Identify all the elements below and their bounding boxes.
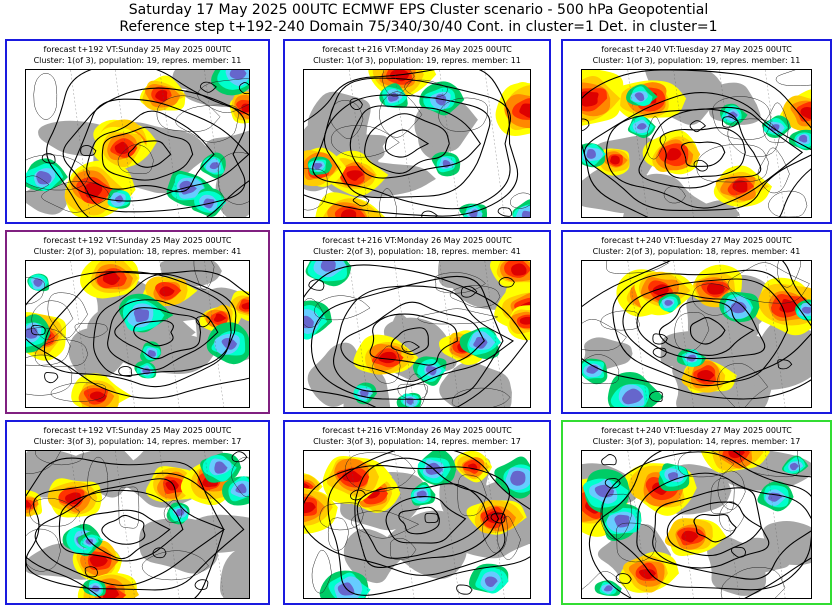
contour-layer [304, 264, 528, 407]
graticule-layer [349, 261, 505, 407]
page-subtitle: Reference step t+192-240 Domain 75/340/3… [119, 19, 718, 35]
contour-layer [26, 451, 248, 598]
map-graphic [582, 451, 811, 598]
panel-forecast-label: forecast t+240 VT:Tuesday 27 May 2025 00… [601, 426, 792, 435]
map-graphic [582, 261, 811, 407]
graticule-layer [627, 451, 786, 598]
panel-forecast-label: forecast t+192 VT:Sunday 25 May 2025 00U… [43, 236, 232, 245]
page-title: Saturday 17 May 2025 00UTC ECMWF EPS Clu… [128, 2, 709, 18]
panel-forecast-label: forecast t+192 VT:Sunday 25 May 2025 00U… [43, 426, 232, 435]
contour-layer [582, 70, 811, 217]
panel-cluster-label: Cluster: 1(of 3), population: 19, repres… [592, 56, 801, 65]
map-panel-cluster1-t216[interactable]: forecast t+216 VT:Monday 26 May 2025 00U… [283, 39, 551, 224]
map-panel-cluster1-t192[interactable]: forecast t+192 VT:Sunday 25 May 2025 00U… [5, 39, 270, 224]
panel-cluster-label: Cluster: 3(of 3), population: 14, repres… [33, 437, 242, 446]
graticule-layer [70, 261, 224, 407]
panel-cluster-label: Cluster: 2(of 3), population: 18, repres… [313, 247, 521, 256]
geopotential-map [25, 260, 250, 408]
negative-anomaly-layer [582, 291, 811, 407]
geopotential-map [303, 69, 531, 218]
contour-layer [304, 451, 530, 596]
map-panel-cluster1-t240[interactable]: forecast t+240 VT:Tuesday 27 May 2025 00… [561, 39, 832, 224]
map-panel-cluster2-t192[interactable]: forecast t+192 VT:Sunday 25 May 2025 00U… [5, 230, 270, 414]
map-panel-cluster3-t192[interactable]: forecast t+192 VT:Sunday 25 May 2025 00U… [5, 420, 270, 605]
map-graphic [26, 261, 249, 407]
negative-anomaly-layer [583, 455, 809, 596]
geopotential-map [581, 260, 812, 408]
graticule-layer [70, 451, 224, 598]
graticule-layer [627, 261, 786, 407]
map-graphic [26, 451, 249, 598]
graticule-layer [627, 70, 786, 217]
panel-forecast-label: forecast t+240 VT:Tuesday 27 May 2025 00… [601, 236, 792, 245]
panel-forecast-label: forecast t+216 VT:Monday 26 May 2025 00U… [322, 236, 512, 245]
geopotential-map [581, 69, 812, 218]
contour-layer [588, 451, 811, 598]
geopotential-map [25, 69, 250, 218]
coastline-layer [582, 261, 810, 407]
coastline-layer [582, 451, 800, 598]
map-panel-cluster2-t216[interactable]: forecast t+216 VT:Monday 26 May 2025 00U… [283, 230, 551, 414]
graticule-layer [349, 451, 505, 598]
map-graphic [304, 70, 530, 217]
panel-forecast-label: forecast t+216 VT:Monday 26 May 2025 00U… [322, 426, 512, 435]
geopotential-map [581, 450, 812, 599]
panel-cluster-label: Cluster: 3(of 3), population: 14, repres… [592, 437, 801, 446]
contour-layer [304, 70, 519, 217]
map-panel-cluster3-t240[interactable]: forecast t+240 VT:Tuesday 27 May 2025 00… [561, 420, 832, 605]
map-panel-cluster3-t216[interactable]: forecast t+216 VT:Monday 26 May 2025 00U… [283, 420, 551, 605]
map-graphic [304, 261, 530, 407]
map-graphic [26, 70, 249, 217]
geopotential-map [303, 260, 531, 408]
panel-cluster-label: Cluster: 1(of 3), population: 19, repres… [33, 56, 242, 65]
geopotential-map [25, 450, 250, 599]
panel-forecast-label: forecast t+192 VT:Sunday 25 May 2025 00U… [43, 45, 232, 54]
graticule-layer [349, 70, 505, 217]
panel-cluster-label: Cluster: 3(of 3), population: 14, repres… [313, 437, 521, 446]
geopotential-map [303, 450, 531, 599]
map-graphic [304, 451, 530, 598]
positive-anomaly-layer [353, 261, 530, 375]
panel-forecast-label: forecast t+240 VT:Tuesday 27 May 2025 00… [601, 45, 792, 54]
panel-forecast-label: forecast t+216 VT:Monday 26 May 2025 00U… [322, 45, 512, 54]
contour-layer [41, 70, 249, 217]
map-graphic [582, 70, 811, 217]
panel-cluster-label: Cluster: 2(of 3), population: 18, repres… [592, 247, 801, 256]
map-panel-cluster2-t240[interactable]: forecast t+240 VT:Tuesday 27 May 2025 00… [561, 230, 832, 414]
panel-cluster-label: Cluster: 2(of 3), population: 18, repres… [33, 247, 242, 256]
graticule-layer [70, 70, 224, 217]
contour-layer [582, 261, 811, 403]
panel-cluster-label: Cluster: 1(of 3), population: 19, repres… [313, 56, 521, 65]
negative-anomaly-layer [26, 70, 249, 217]
